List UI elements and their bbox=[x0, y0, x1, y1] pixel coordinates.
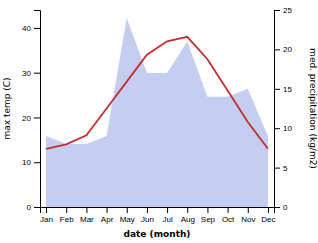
plot: Jan Feb Mar Apr May Jun Jul Aug Sep Oct Nov Dec 0 10 2… bbox=[22, 6, 292, 224]
tick-label: Feb bbox=[60, 215, 74, 224]
x-axis: Jan Feb Mar Apr May Jun Jul Aug Sep Oct Nov Dec bbox=[40, 207, 275, 224]
tick-label: Jun bbox=[141, 215, 154, 224]
tick: 5 bbox=[274, 164, 288, 173]
tick-label: 10 bbox=[283, 124, 292, 133]
tick-label: Oct bbox=[222, 215, 235, 224]
line bbox=[46, 37, 268, 149]
tick-label: Dec bbox=[261, 215, 275, 224]
tick-mark bbox=[274, 128, 280, 129]
tick-label: Jan bbox=[40, 215, 53, 224]
tick-mark bbox=[46, 207, 47, 213]
tick-mark bbox=[127, 207, 128, 213]
tick: 25 bbox=[274, 6, 292, 15]
tick: 20 bbox=[22, 114, 40, 123]
y-axis: 0 10 20 30 40 bbox=[22, 11, 40, 213]
axis-line bbox=[41, 208, 275, 214]
tick-mark bbox=[274, 168, 280, 169]
tick-mark bbox=[86, 207, 87, 213]
tick-label: 20 bbox=[283, 45, 292, 54]
tick: May bbox=[120, 207, 135, 224]
tick: 15 bbox=[274, 85, 292, 94]
tick-label: Apr bbox=[101, 215, 114, 224]
axis-line bbox=[34, 11, 41, 208]
tick-label: Sep bbox=[201, 215, 216, 224]
tick-label: 10 bbox=[22, 158, 31, 167]
tick-mark bbox=[274, 89, 280, 90]
tick-mark bbox=[187, 207, 188, 213]
tick-label: Jul bbox=[162, 215, 172, 224]
tick: Oct bbox=[222, 207, 235, 224]
tick-mark bbox=[34, 73, 40, 74]
y-axis-title: max temp (C) bbox=[2, 77, 12, 139]
tick: Mar bbox=[80, 207, 94, 224]
tick-mark bbox=[147, 207, 148, 213]
tick-mark bbox=[34, 117, 40, 118]
tick-mark bbox=[274, 49, 280, 50]
tick-mark bbox=[107, 207, 108, 213]
tick-label: 5 bbox=[283, 164, 288, 173]
tick-mark bbox=[207, 207, 208, 213]
tick-label: 15 bbox=[283, 85, 292, 94]
tick-label: 20 bbox=[22, 114, 31, 123]
tick: 10 bbox=[22, 158, 40, 167]
x-axis-title: date (month) bbox=[124, 229, 191, 239]
tick: Sep bbox=[201, 207, 216, 224]
marks bbox=[46, 18, 268, 207]
tick: 10 bbox=[274, 124, 292, 133]
tick-mark bbox=[34, 162, 40, 163]
tick: Dec bbox=[261, 207, 275, 224]
tick-label: Nov bbox=[241, 215, 255, 224]
chart: Jan Feb Mar Apr May Jun Jul Aug Sep Oct Nov Dec 0 10 2… bbox=[0, 0, 318, 243]
tick: Apr bbox=[101, 207, 114, 224]
tick-mark bbox=[268, 207, 269, 213]
tick: Jul bbox=[162, 207, 172, 224]
tick-mark bbox=[167, 207, 168, 213]
tick-label: Mar bbox=[80, 215, 94, 224]
tick-mark bbox=[248, 207, 249, 213]
tick: Jun bbox=[141, 207, 154, 224]
tick-label: Aug bbox=[181, 215, 195, 224]
tick-label: 0 bbox=[27, 203, 32, 212]
tick: Jan bbox=[40, 207, 53, 224]
tick: 40 bbox=[22, 24, 40, 33]
tick-label: 30 bbox=[22, 69, 31, 78]
tick-mark bbox=[274, 207, 280, 208]
tick-mark bbox=[228, 207, 229, 213]
tick-label: May bbox=[120, 215, 135, 224]
tick-mark bbox=[66, 207, 67, 213]
tick: 0 bbox=[27, 203, 40, 212]
tick: 20 bbox=[274, 45, 292, 54]
tick-mark bbox=[34, 28, 40, 29]
tick: 0 bbox=[274, 203, 288, 212]
tick-label: 40 bbox=[22, 24, 31, 33]
axis-line bbox=[275, 11, 281, 208]
tick-mark bbox=[34, 207, 40, 208]
tick-label: 0 bbox=[283, 203, 288, 212]
area bbox=[46, 18, 268, 207]
tick: Nov bbox=[241, 207, 255, 224]
tick: Aug bbox=[181, 207, 195, 224]
y2-axis-title: med. precipitation (kg/m2) bbox=[308, 48, 318, 169]
tick-mark bbox=[274, 10, 280, 11]
y2-axis: 0 5 10 15 20 25 bbox=[274, 6, 292, 212]
tick: Feb bbox=[60, 207, 74, 224]
tick-label: 25 bbox=[283, 6, 292, 15]
tick: 30 bbox=[22, 69, 40, 78]
